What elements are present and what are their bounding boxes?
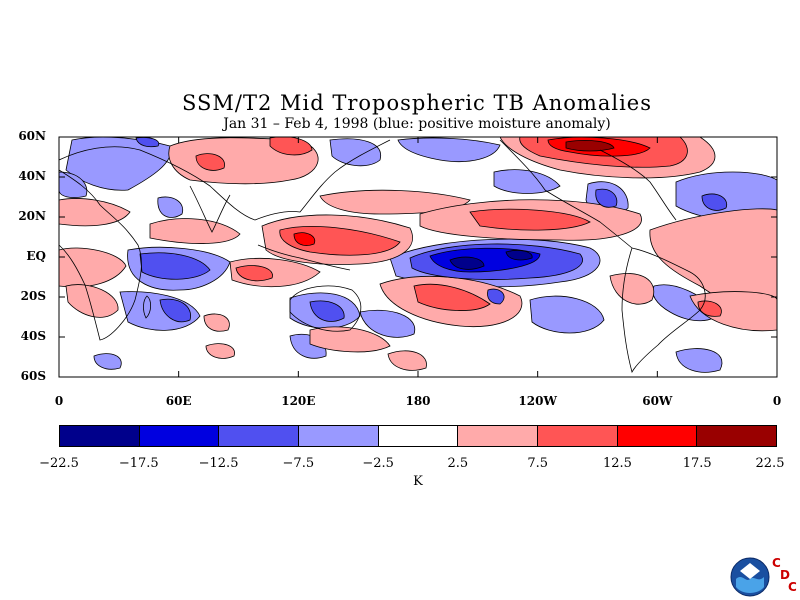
latitude-label: EQ: [26, 249, 46, 263]
longitude-label: 60E: [165, 394, 192, 408]
anomaly-contours: [59, 137, 777, 377]
positive-anomaly-region: [195, 153, 225, 171]
negative-anomaly-region: [157, 196, 184, 218]
positive-anomaly-region: [387, 350, 427, 371]
negative-anomaly-region: [139, 252, 211, 280]
longitude-label: 0: [772, 394, 782, 408]
positive-anomaly-region: [309, 326, 391, 353]
longitude-label: 60W: [642, 394, 673, 408]
noaa-logo-icon: [730, 557, 770, 597]
figure-subtitle: Jan 31 – Feb 4, 1998 (blue: positive moi…: [223, 116, 611, 132]
longitude-label: 180: [405, 394, 431, 408]
positive-anomaly-region: [293, 232, 316, 246]
colorbar-level-label: 12.5: [602, 456, 632, 471]
colorbar-units: K: [413, 474, 423, 489]
latitude-label: 60S: [20, 369, 46, 383]
positive-anomaly-region: [469, 208, 591, 231]
coastline-australia: [289, 285, 362, 332]
colorbar-swatch: [617, 426, 698, 446]
longitude-label: 120E: [281, 394, 316, 408]
positive-anomaly-region: [65, 284, 119, 318]
positive-anomaly-region: [413, 283, 491, 311]
coastline-india: [189, 185, 231, 233]
negative-anomaly-region: [529, 295, 605, 334]
positive-anomaly-region: [149, 218, 241, 244]
positive-anomaly-region: [565, 140, 615, 152]
negative-anomaly-region: [675, 348, 723, 373]
negative-anomaly-region: [65, 137, 172, 191]
coastline-eurasia: [59, 139, 391, 221]
brand-letter: D: [780, 568, 790, 582]
positive-anomaly-region: [279, 226, 401, 256]
negative-anomaly-region: [59, 171, 88, 198]
colorbar-swatch: [538, 426, 618, 446]
negative-anomaly-region: [595, 188, 618, 208]
colorbar-level-label: −22.5: [39, 456, 79, 471]
negative-anomaly-region: [135, 137, 160, 148]
longitude-label: 120W: [518, 394, 557, 408]
positive-anomaly-region: [59, 198, 131, 227]
positive-anomaly-region: [203, 313, 230, 332]
negative-anomaly-region: [329, 138, 381, 167]
negative-anomaly-region: [505, 250, 533, 261]
brand-letter: C: [772, 556, 781, 570]
coastline-maritime-continent: [257, 244, 351, 271]
colorbar-level-label: −17.5: [118, 456, 159, 471]
positive-anomaly-region: [205, 343, 235, 359]
negative-anomaly-region: [701, 193, 728, 211]
colorbar-level-label: −12.5: [198, 456, 239, 471]
longitude-ticks: [58, 137, 778, 377]
negative-anomaly-region: [449, 256, 485, 270]
longitude-label: 0: [54, 394, 64, 408]
negative-anomaly-region: [93, 353, 122, 370]
colorbar-level-label: 22.5: [755, 456, 785, 471]
brand-letter: C: [788, 580, 797, 594]
negative-anomaly-region: [487, 288, 505, 305]
negative-anomaly-region: [309, 300, 345, 322]
negative-anomaly-region: [359, 309, 416, 338]
colorbar-level-label: −2.5: [362, 456, 394, 471]
latitude-label: 40S: [20, 329, 46, 343]
colorbar-level-label: 2.5: [447, 456, 469, 471]
negative-anomaly-region: [159, 298, 191, 323]
colorbar: [59, 425, 777, 447]
latitude-label: 60N: [18, 129, 46, 143]
coastline-north-america: [499, 139, 633, 249]
coastline-africa: [59, 169, 142, 341]
latitude-ticks: [59, 136, 777, 378]
latitude-label: 20N: [18, 209, 46, 223]
colorbar-level-label: 17.5: [682, 456, 712, 471]
colorbar-swatch: [60, 426, 140, 446]
coastline-north-america-east: [599, 149, 677, 221]
positive-anomaly-region: [609, 273, 655, 305]
colorbar-level-label: −7.5: [282, 456, 315, 471]
coastline-madagascar: [143, 295, 152, 319]
latitude-label: 20S: [20, 289, 46, 303]
coastlines: [59, 139, 706, 374]
negative-anomaly-region: [397, 137, 501, 163]
colorbar-swatch: [299, 426, 379, 446]
latitude-label: 40N: [18, 169, 46, 183]
colorbar-swatch: [139, 426, 220, 446]
anomaly-map: [58, 136, 778, 378]
colorbar-swatch: [378, 426, 459, 446]
colorbar-swatch: [458, 426, 539, 446]
colorbar-swatch: [697, 426, 777, 446]
figure-title: SSM/T2 Mid Tropospheric TB Anomalies: [181, 91, 653, 115]
colorbar-swatch: [219, 426, 300, 446]
coastline-south-america: [621, 247, 706, 374]
positive-anomaly-region: [235, 265, 273, 282]
colorbar-level-label: 7.5: [527, 456, 548, 471]
